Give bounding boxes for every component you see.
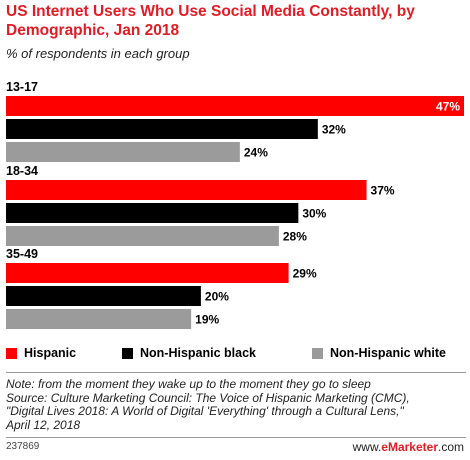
legend-label-non-hispanic-white: Non-Hispanic white xyxy=(330,346,446,360)
divider-bottom xyxy=(6,437,466,438)
legend-swatch-non-hispanic-black xyxy=(122,347,133,359)
bar xyxy=(6,263,289,283)
data-label: 47% xyxy=(436,100,460,114)
category-label: 35-49 xyxy=(6,247,38,261)
brand-logo: www.eMarketer.com xyxy=(353,440,464,454)
legend-label-non-hispanic-black: Non-Hispanic black xyxy=(140,346,256,360)
data-label: 19% xyxy=(195,313,219,327)
bar xyxy=(6,286,201,306)
footer: 237869 www.eMarketer.com xyxy=(6,440,464,456)
bar xyxy=(6,119,318,139)
category-label: 13-17 xyxy=(6,80,38,94)
category-label: 18-34 xyxy=(6,164,38,178)
brand-suffix: .com xyxy=(437,440,464,454)
chart-id: 237869 xyxy=(6,441,40,452)
brand-name: eMarketer xyxy=(381,440,438,454)
source-line: Source: Culture Marketing Council: The V… xyxy=(6,390,410,405)
data-label: 20% xyxy=(205,290,229,304)
bar-chart: 13-17 47% 32% 24% 18-34 37% 30% 28% 35-49 29% 20% 1… xyxy=(6,80,464,329)
bar xyxy=(6,96,464,116)
brand-prefix: www. xyxy=(352,440,382,454)
bar xyxy=(6,309,192,329)
data-label: 37% xyxy=(371,184,395,198)
data-label: 28% xyxy=(283,230,307,244)
legend-swatch-non-hispanic-white xyxy=(312,347,323,359)
data-label: 29% xyxy=(293,267,317,281)
source-line: April 12, 2018 xyxy=(6,417,81,432)
source-note: Note: from the moment they wake up to th… xyxy=(6,377,468,432)
source-line: "Digital Lives 2018: A World of Digital … xyxy=(6,404,404,418)
legend-item-non-hispanic-black: Non-Hispanic black xyxy=(122,346,256,360)
bar xyxy=(6,203,299,223)
chart-legend: Hispanic Non-Hispanic black Non-Hispanic… xyxy=(6,346,470,366)
divider-top xyxy=(6,372,466,373)
note-line: Note: from the moment they wake up to th… xyxy=(6,377,371,391)
chart-title: US Internet Users Who Use Social Media C… xyxy=(6,3,415,39)
bar xyxy=(6,226,279,246)
data-label: 32% xyxy=(322,123,346,137)
data-label: 30% xyxy=(302,207,326,221)
legend-swatch-hispanic xyxy=(6,347,17,359)
legend-label-hispanic: Hispanic xyxy=(24,346,77,360)
chart-subtitle: % of respondents in each group xyxy=(6,46,190,61)
data-label: 24% xyxy=(244,146,268,160)
legend-item-hispanic: Hispanic xyxy=(6,346,76,360)
legend-item-non-hispanic-white: Non-Hispanic white xyxy=(312,346,446,360)
bar xyxy=(6,180,367,200)
bar xyxy=(6,142,240,162)
